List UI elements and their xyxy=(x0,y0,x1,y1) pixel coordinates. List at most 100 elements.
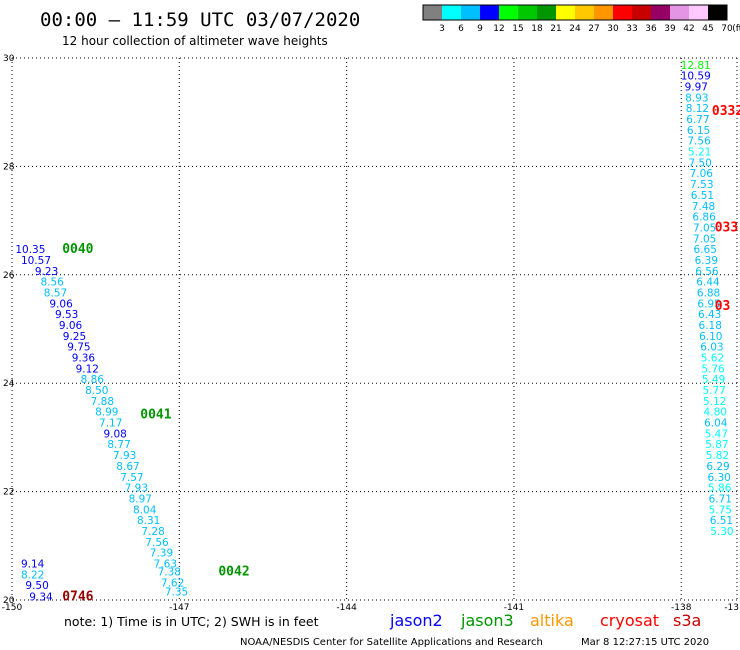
wave-height-value: 9.08 xyxy=(103,428,126,440)
chart-title: 00:00 – 11:59 UTC 03/07/2020 xyxy=(40,9,360,31)
color-scale-tick: 70 xyxy=(721,24,733,34)
wave-height-value: 6.51 xyxy=(691,190,714,202)
wave-height-value: 9.12 xyxy=(76,363,99,375)
x-tick-label: -141 xyxy=(504,603,524,613)
color-swatch xyxy=(632,5,651,20)
wave-height-value: 9.97 xyxy=(685,82,708,94)
color-swatch xyxy=(575,5,594,20)
units-note: note: 1) Time is in UTC; 2) SWH is in fe… xyxy=(64,614,319,629)
wave-height-value: 8.57 xyxy=(44,287,67,299)
wave-height-labels: 10.3510.579.238.568.579.069.539.069.259.… xyxy=(15,60,733,604)
wave-height-value: 8.67 xyxy=(116,461,139,473)
color-scale-unit: (ft) xyxy=(732,24,740,34)
wave-height-value: 9.06 xyxy=(49,298,73,310)
track-time-label: 0042 xyxy=(218,565,249,580)
track-time-label: 033 xyxy=(715,220,738,235)
x-tick-label: -144 xyxy=(336,603,357,613)
color-swatch xyxy=(461,5,480,20)
wave-height-value: 7.53 xyxy=(690,179,713,191)
wave-height-value: 7.05 xyxy=(693,233,716,245)
wave-height-value: 7.50 xyxy=(688,157,711,169)
color-swatch xyxy=(594,5,613,20)
wave-height-value: 7.06 xyxy=(690,168,714,180)
y-tick-label: 30 xyxy=(3,54,15,64)
color-scale-tick: 21 xyxy=(550,24,561,34)
color-swatch xyxy=(442,5,461,20)
wave-height-value: 6.15 xyxy=(687,125,710,137)
color-swatch xyxy=(670,5,689,20)
x-axis-tick-labels: -150 -147 -144 -141 -138 -13 xyxy=(2,603,739,613)
wave-height-value: 8.22 xyxy=(21,569,44,581)
satellite-legend-jason2: jason2 xyxy=(389,611,443,630)
color-swatch xyxy=(613,5,632,20)
x-tick-label: -13 xyxy=(724,603,739,613)
grid-lines xyxy=(11,57,738,601)
credit-organization: NOAA/NESDIS Center for Satellite Applica… xyxy=(240,637,543,648)
wave-height-value: 6.71 xyxy=(709,493,732,505)
color-scale-tick: 30 xyxy=(607,24,619,34)
wave-height-value: 10.59 xyxy=(681,71,711,83)
y-tick-label: 26 xyxy=(3,271,15,281)
x-tick-label: -138 xyxy=(671,603,692,613)
wave-height-value: 7.57 xyxy=(120,472,143,484)
track-time-label: 03 xyxy=(715,299,731,314)
x-tick-label: -147 xyxy=(169,603,189,613)
color-swatch xyxy=(499,5,518,20)
wave-height-value: 7.48 xyxy=(692,201,715,213)
wave-height-value: 6.04 xyxy=(704,418,728,430)
wave-height-value: 9.53 xyxy=(55,309,78,321)
color-swatch xyxy=(708,5,727,20)
track-time-label: 0041 xyxy=(140,407,171,422)
x-tick-label: -150 xyxy=(2,603,23,613)
satellite-legend-s3a: s3a xyxy=(673,611,701,630)
wave-height-value: 6.51 xyxy=(710,515,733,527)
color-scale-tick: 33 xyxy=(626,24,637,34)
wave-height-value: 6.65 xyxy=(694,244,717,256)
color-swatch xyxy=(480,5,499,20)
color-swatch xyxy=(556,5,575,20)
wave-height-value: 5.77 xyxy=(702,385,725,397)
color-scale-tick: 18 xyxy=(531,24,543,34)
wave-height-value: 6.44 xyxy=(696,277,720,289)
track-time-labels: 0040 0041 0042 0746 0332 033 03 xyxy=(62,104,740,605)
wave-height-value: 8.04 xyxy=(133,504,157,516)
wave-height-value: 7.56 xyxy=(687,136,711,148)
wave-height-value: 5.76 xyxy=(701,363,725,375)
wave-height-value: 8.99 xyxy=(95,407,118,419)
wave-height-value: 5.49 xyxy=(702,374,725,386)
satellite-legend-cryosat: cryosat xyxy=(600,611,659,630)
wave-height-value: 7.28 xyxy=(141,526,164,538)
wave-height-value: 6.10 xyxy=(699,331,722,343)
wave-height-value: 6.88 xyxy=(697,287,720,299)
color-scale-tick: 6 xyxy=(458,24,464,34)
wave-height-value: 6.18 xyxy=(699,320,722,332)
wave-height-value: 8.31 xyxy=(137,515,160,527)
wave-height-value: 6.95 xyxy=(697,298,720,310)
wave-height-value: 7.93 xyxy=(113,450,136,462)
color-swatch xyxy=(518,5,537,20)
wave-height-value: 5.87 xyxy=(705,439,728,451)
wave-height-value: 9.34 xyxy=(29,592,53,604)
wave-height-value: 7.39 xyxy=(150,548,173,560)
color-scale-tick: 12 xyxy=(493,24,504,34)
wave-height-value: 5.12 xyxy=(703,396,726,408)
y-tick-label: 20 xyxy=(3,596,15,606)
plot-area: 30 28 26 24 22 20 -150 -147 -144 -141 -138 -13 10.… xyxy=(2,54,740,613)
wave-height-value: 9.14 xyxy=(21,558,45,570)
wave-height-value: 6.30 xyxy=(707,472,730,484)
wave-height-value: 9.25 xyxy=(63,331,86,343)
wave-height-value: 8.86 xyxy=(81,374,105,386)
wave-height-value: 10.35 xyxy=(15,244,45,256)
color-swatch xyxy=(423,5,442,20)
wave-height-value: 10.57 xyxy=(21,255,51,267)
y-axis-tick-labels: 30 28 26 24 22 20 xyxy=(3,54,15,606)
wave-height-value: 7.35 xyxy=(165,587,188,599)
wave-height-value: 9.75 xyxy=(67,342,90,354)
wave-height-value: 4.80 xyxy=(704,407,727,419)
wave-height-value: 9.36 xyxy=(72,353,96,365)
wave-height-value: 8.97 xyxy=(129,493,152,505)
wave-height-value: 5.47 xyxy=(705,428,728,440)
wave-height-value: 6.86 xyxy=(692,212,716,224)
color-scale-tick: 36 xyxy=(645,24,657,34)
wave-height-value: 5.62 xyxy=(701,353,724,365)
